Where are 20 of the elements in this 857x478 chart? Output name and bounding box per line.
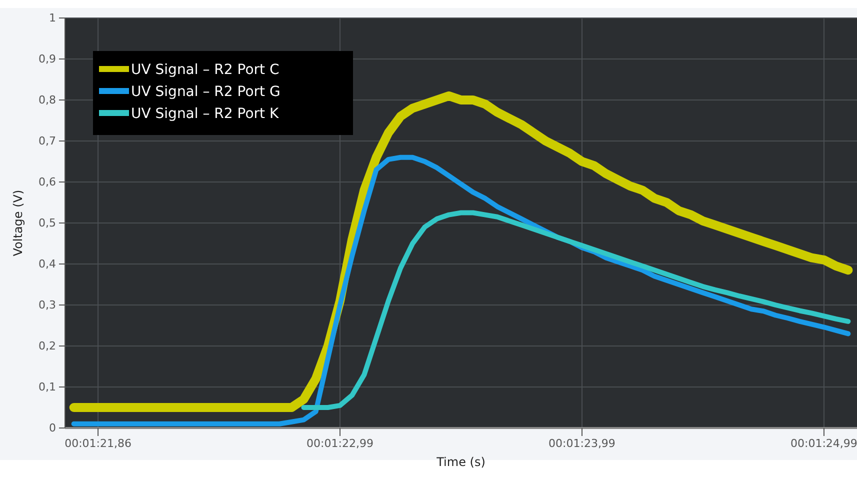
y-tick-label: 0,8 bbox=[38, 94, 56, 107]
y-tick-label: 0,7 bbox=[38, 134, 56, 148]
y-tick-label: 0,4 bbox=[38, 258, 56, 271]
x-tick-label: 00:01:23,99 bbox=[548, 436, 616, 450]
y-tick-label: 0,5 bbox=[38, 216, 56, 230]
y-tick-label: 0,1 bbox=[38, 380, 56, 394]
y-tick-label: 0 bbox=[49, 422, 56, 435]
x-tick-label: 00:01:21,86 bbox=[64, 436, 132, 450]
x-tick-label: 00:01:22,99 bbox=[306, 436, 374, 450]
y-tick-label: 1 bbox=[49, 12, 56, 25]
y-tick-label: 0,9 bbox=[38, 52, 56, 66]
x-tick-label: 00:01:24,99 bbox=[790, 436, 857, 450]
y-tick-label: 0,3 bbox=[38, 298, 56, 312]
x-axis-title: Time (s) bbox=[436, 455, 486, 469]
y-tick-label: 0,6 bbox=[38, 176, 56, 189]
legend-label: UV Signal – R2 Port K bbox=[131, 106, 280, 122]
legend-label: UV Signal – R2 Port C bbox=[131, 62, 280, 78]
y-tick-label: 0,2 bbox=[38, 340, 56, 353]
legend-label: UV Signal – R2 Port G bbox=[131, 84, 280, 100]
y-axis-title: Voltage (V) bbox=[11, 190, 25, 256]
